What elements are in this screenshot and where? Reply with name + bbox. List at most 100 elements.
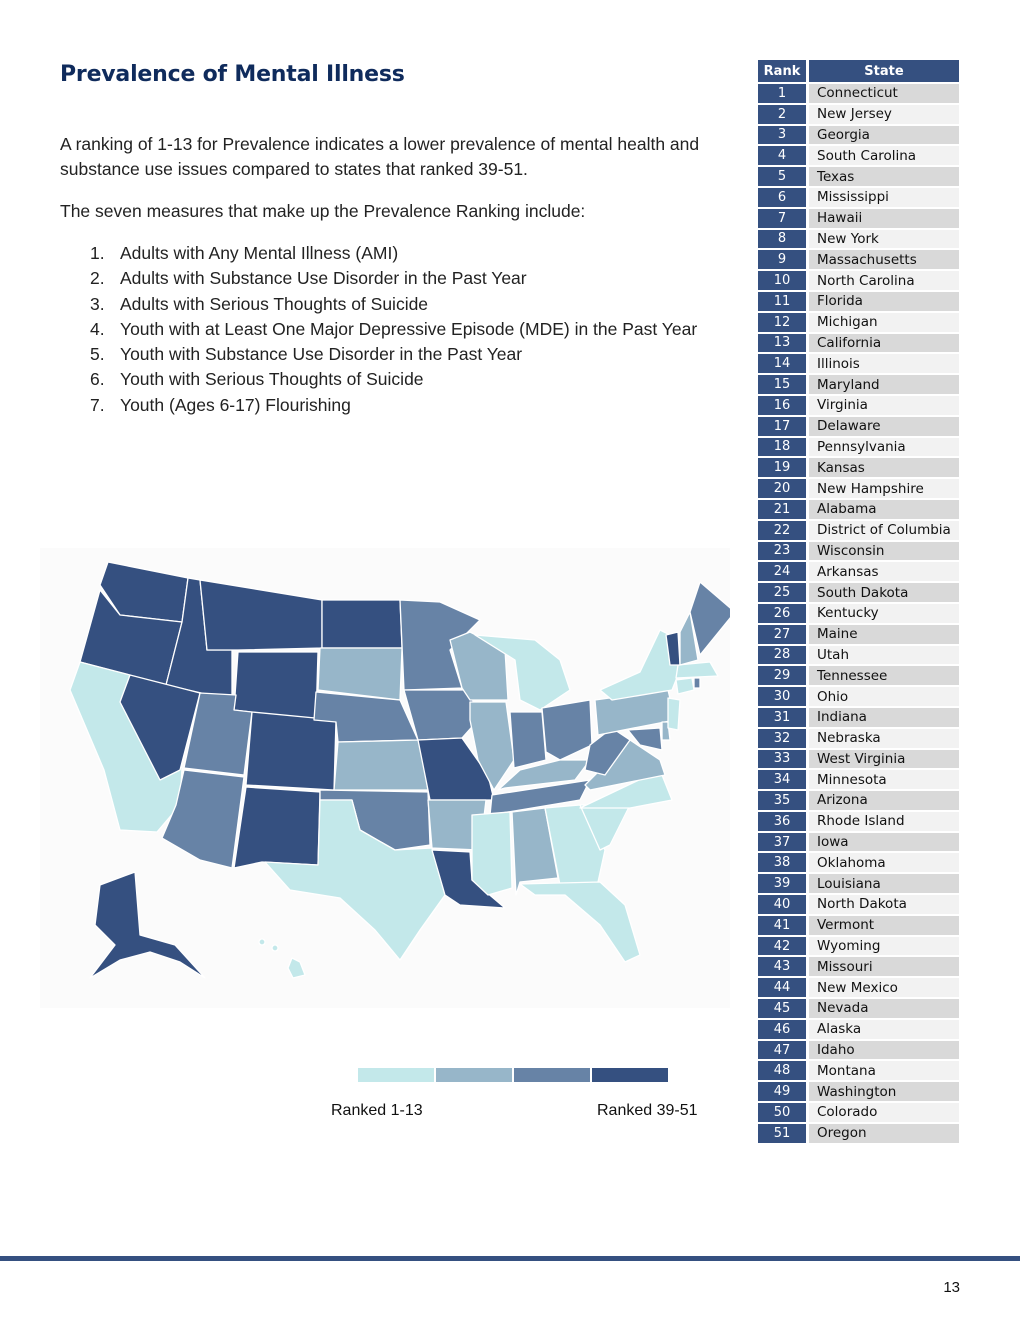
state-cell: Alabama bbox=[807, 498, 959, 521]
rank-cell: 26 bbox=[758, 602, 809, 625]
table-row: 45 Nevada bbox=[758, 998, 959, 1020]
table-row: 44 New Mexico bbox=[758, 977, 959, 1000]
table-row: 36 Rhode Island bbox=[758, 810, 959, 833]
state-new-jersey bbox=[667, 697, 681, 731]
state-kansas bbox=[333, 739, 429, 791]
rank-cell: 36 bbox=[758, 810, 809, 833]
table-row: 30 Ohio bbox=[758, 686, 959, 708]
state-cell: Connecticut bbox=[807, 83, 959, 105]
state-cell: Michigan bbox=[807, 311, 959, 334]
rank-cell: 4 bbox=[758, 145, 809, 168]
state-cell: Colorado bbox=[807, 1102, 959, 1124]
rank-cell: 23 bbox=[758, 540, 809, 563]
state-cell: California bbox=[807, 332, 959, 355]
table-row: 15 Maryland bbox=[758, 374, 959, 396]
table-row: 31 Indiana bbox=[758, 706, 959, 729]
table-row: 38 Oklahoma bbox=[758, 852, 959, 875]
measures-list: 1. Adults with Any Mental Illness (AMI) 2… bbox=[90, 241, 697, 418]
state-wisconsin bbox=[449, 631, 509, 701]
state-cell: New York bbox=[807, 228, 959, 251]
table-row: 50 Colorado bbox=[758, 1102, 959, 1124]
footer-bar bbox=[0, 1256, 1020, 1261]
table-row: 48 Montana bbox=[758, 1060, 959, 1083]
table-row: 24 Arkansas bbox=[758, 561, 959, 584]
rank-cell: 28 bbox=[758, 644, 809, 667]
legend-swatch-1 bbox=[358, 1068, 434, 1082]
state-illinois bbox=[469, 701, 515, 791]
page-number: 13 bbox=[943, 1279, 960, 1296]
rank-cell: 21 bbox=[758, 498, 809, 521]
rank-cell: 12 bbox=[758, 311, 809, 334]
measure-item: 2. Adults with Substance Use Disorder in … bbox=[90, 268, 527, 289]
state-new-mexico bbox=[233, 786, 321, 869]
state-cell: South Carolina bbox=[807, 145, 959, 168]
rank-cell: 13 bbox=[758, 332, 809, 355]
state-cell: Washington bbox=[807, 1081, 959, 1104]
table-row: 37 Iowa bbox=[758, 831, 959, 854]
table-row: 11 Florida bbox=[758, 290, 959, 313]
state-south-dakota bbox=[317, 647, 403, 701]
table-row: 5 Texas bbox=[758, 166, 959, 188]
measure-item: 1. Adults with Any Mental Illness (AMI) bbox=[90, 243, 399, 263]
state-cell: Texas bbox=[807, 166, 959, 188]
table-row: 25 South Dakota bbox=[758, 582, 959, 604]
legend-low-label: Ranked 1-13 bbox=[331, 1102, 423, 1119]
state-florida bbox=[519, 881, 641, 963]
rank-cell: 7 bbox=[758, 207, 809, 230]
rank-cell: 14 bbox=[758, 353, 809, 376]
state-hawaii-islet bbox=[258, 938, 266, 946]
state-cell: Wyoming bbox=[807, 935, 959, 958]
table-row: 20 New Hampshire bbox=[758, 478, 959, 500]
table-row: 46 Alaska bbox=[758, 1018, 959, 1041]
state-cell: Hawaii bbox=[807, 207, 959, 230]
table-row: 28 Utah bbox=[758, 644, 959, 667]
rank-cell: 44 bbox=[758, 977, 809, 1000]
state-montana bbox=[199, 579, 323, 651]
page-title: Prevalence of Mental Illness bbox=[60, 62, 405, 87]
legend-swatch-2 bbox=[436, 1068, 512, 1082]
state-cell: Iowa bbox=[807, 831, 959, 854]
rank-cell: 15 bbox=[758, 374, 809, 396]
rank-cell: 31 bbox=[758, 706, 809, 729]
state-cell: Alaska bbox=[807, 1018, 959, 1041]
state-rhode-island bbox=[693, 677, 701, 689]
legend-swatch-3 bbox=[514, 1068, 590, 1082]
state-wyoming bbox=[233, 651, 319, 721]
state-iowa bbox=[403, 689, 479, 741]
table-row: 41 Vermont bbox=[758, 914, 959, 937]
rank-cell: 32 bbox=[758, 727, 809, 750]
rank-cell: 18 bbox=[758, 436, 809, 459]
rank-cell: 51 bbox=[758, 1122, 809, 1145]
rank-cell: 25 bbox=[758, 582, 809, 604]
table-row: 43 Missouri bbox=[758, 956, 959, 979]
state-ohio bbox=[541, 699, 593, 761]
legend-swatch-4 bbox=[592, 1068, 668, 1082]
table-row: 6 Mississippi bbox=[758, 186, 959, 209]
rank-cell: 45 bbox=[758, 998, 809, 1020]
state-cell: Arkansas bbox=[807, 561, 959, 584]
table-row: 33 West Virginia bbox=[758, 748, 959, 771]
state-cell: Kansas bbox=[807, 457, 959, 480]
state-cell: Delaware bbox=[807, 415, 959, 438]
state-cell: North Carolina bbox=[807, 270, 959, 292]
rank-cell: 29 bbox=[758, 665, 809, 688]
state-cell: New Jersey bbox=[807, 103, 959, 126]
table-row: 19 Kansas bbox=[758, 457, 959, 480]
state-cell: Oklahoma bbox=[807, 852, 959, 875]
rank-cell: 27 bbox=[758, 623, 809, 646]
state-cell: Mississippi bbox=[807, 186, 959, 209]
rank-cell: 17 bbox=[758, 415, 809, 438]
rank-cell: 39 bbox=[758, 873, 809, 896]
table-row: 10 North Carolina bbox=[758, 270, 959, 292]
table-row: 8 New York bbox=[758, 228, 959, 251]
table-row: 14 Illinois bbox=[758, 353, 959, 376]
table-row: 22 District of Columbia bbox=[758, 519, 959, 542]
table-row: 7 Hawaii bbox=[758, 207, 959, 230]
table-row: 39 Louisiana bbox=[758, 873, 959, 896]
state-cell: Missouri bbox=[807, 956, 959, 979]
state-connecticut bbox=[675, 677, 695, 695]
rank-cell: 10 bbox=[758, 270, 809, 292]
table-row: 34 Minnesota bbox=[758, 769, 959, 792]
measure-item: 5. Youth with Substance Use Disorder in t… bbox=[90, 344, 523, 365]
state-north-carolina bbox=[579, 769, 673, 809]
